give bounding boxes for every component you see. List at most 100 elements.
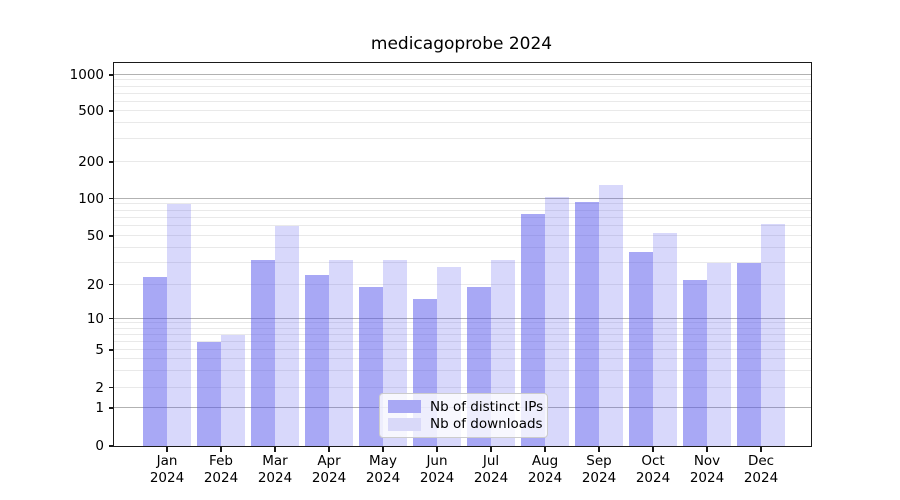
y-tick-mark-1 [109, 407, 113, 409]
gridline-90 [114, 203, 811, 205]
gridline-20 [114, 283, 811, 285]
gridline-80 [114, 209, 811, 211]
x-tick-mark-3 [328, 447, 330, 452]
bar-distinct-ips-dec [737, 263, 761, 446]
legend-swatch-downloads-icon [388, 417, 421, 431]
y-tick-label-200: 200 [78, 154, 104, 170]
x-tick-mark-5 [436, 447, 438, 452]
y-tick-mark-200 [109, 161, 113, 163]
x-tick-label-may: May 2024 [365, 453, 401, 486]
bar-distinct-ips-mar [251, 259, 275, 446]
bar-downloads-sep [599, 184, 623, 446]
x-tick-mark-4 [382, 447, 384, 452]
y-tick-mark-50 [109, 235, 113, 237]
bar-distinct-ips-oct [629, 251, 653, 446]
gridline-60 [114, 225, 811, 227]
bar-downloads-nov [707, 263, 731, 446]
legend-row-ips: Nb of distinct IPs [388, 398, 543, 415]
gridline-100 [114, 197, 811, 199]
x-tick-label-jul: Jul 2024 [473, 453, 509, 486]
bar-downloads-jan [167, 204, 191, 446]
gridline-1000 [114, 74, 811, 75]
bar-distinct-ips-jan [143, 277, 167, 446]
gridline-7 [114, 333, 811, 335]
gridline-30 [114, 262, 811, 264]
x-tick-label-sep: Sep 2024 [581, 453, 617, 486]
bar-downloads-oct [653, 232, 677, 446]
bar-distinct-ips-apr [305, 274, 329, 446]
bar-downloads-dec [761, 224, 785, 446]
gridline-600 [114, 100, 811, 102]
x-tick-mark-8 [598, 447, 600, 452]
gridline-3 [114, 370, 811, 372]
y-tick-mark-100 [109, 198, 113, 200]
y-tick-mark-0 [109, 445, 113, 447]
legend: Nb of distinct IPs Nb of downloads [379, 393, 548, 438]
legend-swatch-ips-icon [388, 400, 421, 414]
x-tick-mark-11 [760, 447, 762, 452]
y-tick-mark-1000 [109, 74, 113, 76]
bar-downloads-mar [275, 226, 299, 446]
x-tick-mark-2 [274, 447, 276, 452]
y-tick-mark-20 [109, 283, 113, 286]
x-tick-mark-7 [544, 447, 546, 452]
x-tick-label-apr: Apr 2024 [311, 453, 347, 486]
y-tick-mark-500 [109, 110, 113, 112]
gridline-400 [114, 122, 811, 124]
y-tick-label-20: 20 [86, 276, 104, 293]
y-tick-label-500: 500 [78, 103, 104, 119]
bar-downloads-aug [545, 197, 569, 446]
gridline-8 [114, 327, 811, 329]
gridline-70 [114, 216, 811, 218]
bar-downloads-feb [221, 334, 245, 446]
gridline-50 [114, 235, 811, 236]
x-tick-label-mar: Mar 2024 [257, 453, 293, 486]
y-tick-label-2: 2 [95, 379, 104, 396]
gridline-6 [114, 340, 811, 342]
x-tick-label-dec: Dec 2024 [743, 453, 779, 486]
y-tick-label-1: 1 [95, 400, 104, 416]
gridline-800 [114, 85, 811, 87]
x-tick-label-nov: Nov 2024 [689, 453, 725, 486]
legend-label-downloads: Nb of downloads [430, 416, 543, 433]
x-tick-mark-0 [166, 447, 168, 452]
y-tick-label-5: 5 [95, 342, 104, 358]
gridline-4 [114, 358, 811, 360]
bar-downloads-apr [329, 259, 353, 446]
bar-distinct-ips-sep [575, 201, 599, 446]
legend-label-ips: Nb of distinct IPs [430, 398, 544, 415]
gridline-5 [114, 349, 811, 350]
gridline-300 [114, 138, 811, 140]
x-tick-mark-1 [220, 447, 222, 452]
x-tick-label-jan: Jan 2024 [149, 453, 185, 486]
gridline-40 [114, 246, 811, 248]
y-tick-label-1000: 1000 [69, 67, 104, 83]
x-tick-mark-10 [706, 447, 708, 452]
y-tick-mark-10 [109, 318, 113, 320]
y-tick-label-0: 0 [95, 438, 104, 454]
x-tick-label-feb: Feb 2024 [203, 453, 239, 486]
x-tick-label-oct: Oct 2024 [635, 453, 671, 486]
bar-distinct-ips-nov [683, 279, 707, 446]
gridline-200 [114, 161, 811, 162]
x-tick-label-aug: Aug 2024 [527, 453, 563, 486]
y-tick-label-50: 50 [86, 228, 104, 244]
legend-row-downloads: Nb of downloads [388, 416, 543, 433]
gridline-900 [114, 79, 811, 81]
x-tick-mark-6 [490, 447, 492, 452]
plot-area: 0 1 2 5 10 20 50 100 200 500 1000 Jan 2024 Feb 2024 Mar… [70, 62, 812, 486]
gridline-10 [114, 317, 811, 319]
gridline-9 [114, 322, 811, 324]
y-tick-label-10: 10 [86, 310, 104, 327]
y-tick-mark-2 [109, 387, 113, 389]
x-tick-label-jun: Jun 2024 [419, 453, 455, 486]
gridline-2 [114, 386, 811, 388]
y-tick-mark-5 [109, 349, 113, 351]
y-tick-label-100: 100 [78, 190, 104, 207]
x-tick-mark-9 [652, 447, 654, 452]
gridline-500 [114, 110, 811, 111]
gridline-700 [114, 92, 811, 94]
chart-title: medicagoprobe 2024 [370, 34, 553, 54]
bar-distinct-ips-feb [197, 341, 221, 446]
